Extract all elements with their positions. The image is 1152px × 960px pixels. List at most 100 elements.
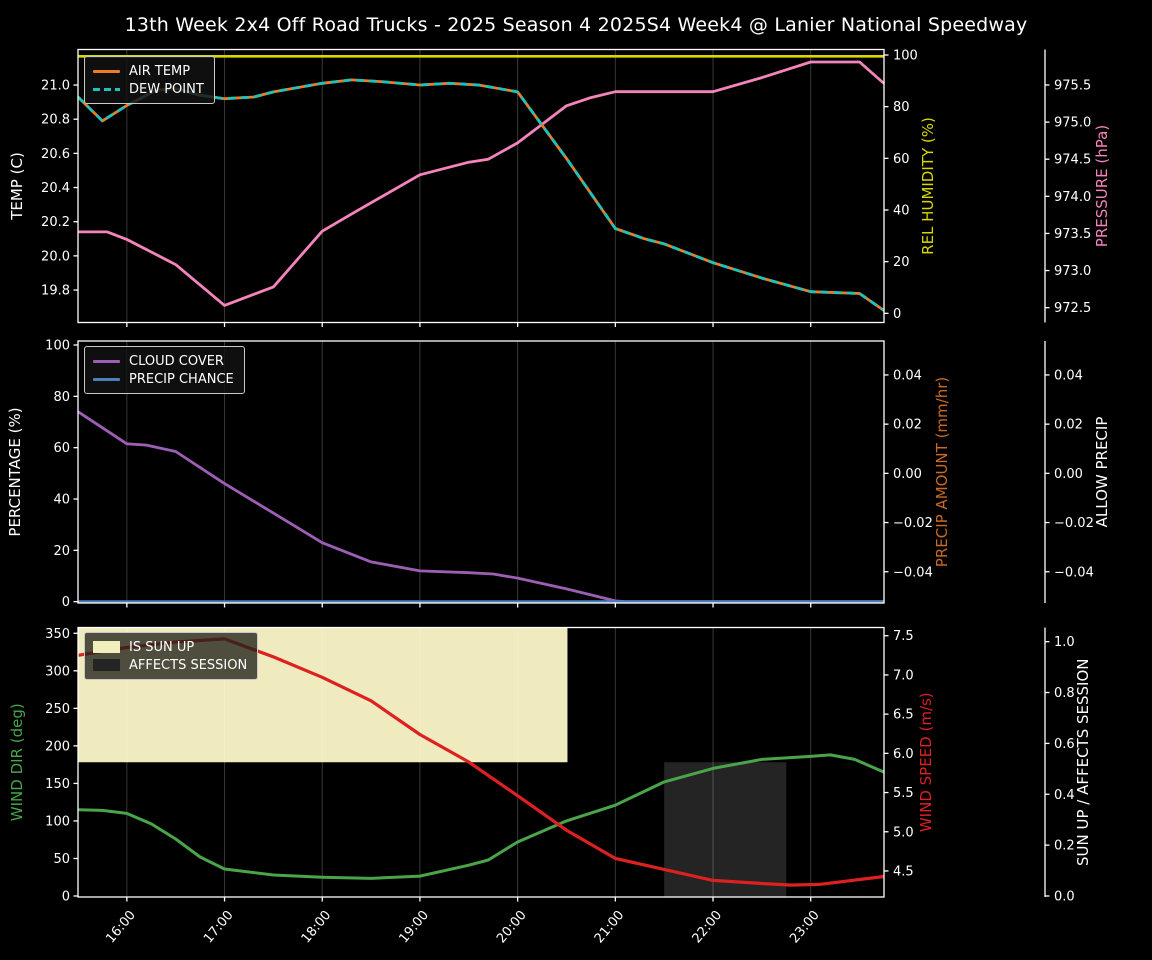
cloud-cover-line xyxy=(77,410,884,604)
legend-label: PRECIP CHANCE xyxy=(129,371,234,387)
y-tick-label: 40 xyxy=(893,203,910,218)
y-tick-label: 0.6 xyxy=(1054,737,1075,752)
y-tick-label: 5.0 xyxy=(893,825,914,840)
air-temp-line xyxy=(77,78,885,312)
y-tick-label: −0.02 xyxy=(1054,516,1094,531)
legend-item-affects-session: AFFECTS SESSION xyxy=(93,656,247,674)
y-tick-label: 0.8 xyxy=(1054,686,1075,701)
y-tick-label: 200 xyxy=(45,739,70,754)
rel-humidity-axis-label: REL HUMIDITY (%) xyxy=(919,117,937,255)
dew-point-swatch xyxy=(93,87,120,91)
y-tick-label: 250 xyxy=(45,702,70,717)
y-tick-label: 350 xyxy=(45,627,70,642)
precip-chance-swatch xyxy=(93,377,120,381)
cloud-cover-swatch xyxy=(93,359,120,363)
legend-cloud-precip: CLOUD COVER PRECIP CHANCE xyxy=(84,346,245,394)
y-tick-label: 60 xyxy=(893,152,910,167)
y-tick-label: 0.00 xyxy=(893,467,922,482)
y-tick-label: 5.5 xyxy=(893,786,914,801)
y-tick-label: 7.5 xyxy=(893,629,914,644)
y-tick-label: 80 xyxy=(893,100,910,115)
y-tick-label: −0.02 xyxy=(893,516,933,531)
y-tick-label: 100 xyxy=(45,339,70,354)
legend-item-dew-point: DEW POINT xyxy=(93,80,204,98)
precip-amount-mm-hr-axis-label: PRECIP AMOUNT (mm/hr) xyxy=(933,377,951,567)
temp-c-axis-label: TEMP (C) xyxy=(8,152,26,221)
legend-temperature: AIR TEMP DEW POINT xyxy=(84,56,215,104)
y-tick-label: 40 xyxy=(53,493,70,508)
y-tick-label: 974.0 xyxy=(1054,190,1091,205)
y-tick-label: 80 xyxy=(53,390,70,405)
legend-item-cloud-cover: CLOUD COVER xyxy=(93,352,234,370)
x-tick-label: 19:00 xyxy=(396,908,432,946)
y-tick-label: 100 xyxy=(45,814,70,829)
chart-title: 13th Week 2x4 Off Road Trucks - 2025 Sea… xyxy=(124,14,1028,36)
percentage-axis-label: PERCENTAGE (%) xyxy=(6,407,24,536)
x-tick-label: 18:00 xyxy=(299,908,335,946)
y-tick-label: 0 xyxy=(62,890,70,905)
wind-dir-line xyxy=(77,753,885,880)
y-tick-label: 300 xyxy=(45,664,70,679)
y-tick-label: 50 xyxy=(53,852,70,867)
plot-border xyxy=(77,48,885,324)
y-tick-label: 0.00 xyxy=(1054,467,1083,482)
legend-label: AFFECTS SESSION xyxy=(129,657,248,673)
y-tick-label: 0.02 xyxy=(1054,418,1083,433)
legend-label: CLOUD COVER xyxy=(129,353,224,369)
y-tick-label: 20.0 xyxy=(41,249,70,264)
legend-label: AIR TEMP xyxy=(129,63,191,79)
y-tick-label: 19.8 xyxy=(41,284,70,299)
wind-speed-m-s-axis-label: WIND SPEED (m/s) xyxy=(917,692,935,832)
y-tick-label: 1.0 xyxy=(1054,635,1075,650)
legend-sun-session: IS SUN UP AFFECTS SESSION xyxy=(84,632,259,680)
x-tick-label: 22:00 xyxy=(690,908,726,946)
dew-point-line xyxy=(77,78,885,312)
x-tick-label: 20:00 xyxy=(494,908,530,946)
y-tick-label: 20.6 xyxy=(41,147,70,162)
y-tick-label: 7.0 xyxy=(893,668,914,683)
y-tick-label: −0.04 xyxy=(1054,565,1094,580)
y-tick-label: 974.5 xyxy=(1054,153,1091,168)
y-tick-label: 972.5 xyxy=(1054,301,1091,316)
y-tick-label: 0.2 xyxy=(1054,839,1075,854)
pressure-hpa-axis-label: PRESSURE (hPa) xyxy=(1093,125,1111,247)
x-tick-label: 21:00 xyxy=(592,908,628,946)
plot-border xyxy=(77,340,885,604)
y-tick-label: 973.0 xyxy=(1054,264,1091,279)
legend-item-air-temp: AIR TEMP xyxy=(93,62,204,80)
legend-item-precip-chance: PRECIP CHANCE xyxy=(93,370,234,388)
is-sun-up-swatch xyxy=(93,641,120,653)
legend-label: IS SUN UP xyxy=(129,639,195,655)
y-tick-label: 20 xyxy=(893,255,910,270)
y-tick-label: 6.5 xyxy=(893,708,914,723)
x-tick-label: 23:00 xyxy=(787,908,823,946)
y-tick-label: 975.5 xyxy=(1054,78,1091,93)
y-tick-label: 0.4 xyxy=(1054,788,1075,803)
x-tick-label: 17:00 xyxy=(201,908,237,946)
legend-item-is-sun-up: IS SUN UP xyxy=(93,638,247,656)
wind-dir-deg-axis-label: WIND DIR (deg) xyxy=(8,703,26,821)
y-tick-label: 150 xyxy=(45,777,70,792)
y-tick-label: 100 xyxy=(893,49,918,64)
y-tick-label: 20.2 xyxy=(41,215,70,230)
y-tick-label: 0.04 xyxy=(893,368,922,383)
y-tick-label: 0 xyxy=(62,595,70,610)
y-tick-label: 0.02 xyxy=(893,418,922,433)
y-tick-label: 6.0 xyxy=(893,747,914,762)
affects-session-swatch xyxy=(93,659,120,671)
y-tick-label: 20.4 xyxy=(41,181,70,196)
y-tick-label: 975.0 xyxy=(1054,116,1091,131)
y-tick-label: 0 xyxy=(893,307,901,322)
y-tick-label: 0.0 xyxy=(1054,889,1075,904)
y-tick-label: 20.8 xyxy=(41,113,70,128)
y-tick-label: 4.5 xyxy=(893,864,914,879)
y-tick-label: 21.0 xyxy=(41,79,70,94)
air-temp-swatch xyxy=(93,69,120,73)
pressure-line xyxy=(78,60,885,307)
legend-label: DEW POINT xyxy=(129,81,204,97)
y-tick-label: 20 xyxy=(53,544,70,559)
plot-border xyxy=(77,626,885,898)
allow-precip-axis-label: ALLOW PRECIP xyxy=(1093,417,1111,528)
